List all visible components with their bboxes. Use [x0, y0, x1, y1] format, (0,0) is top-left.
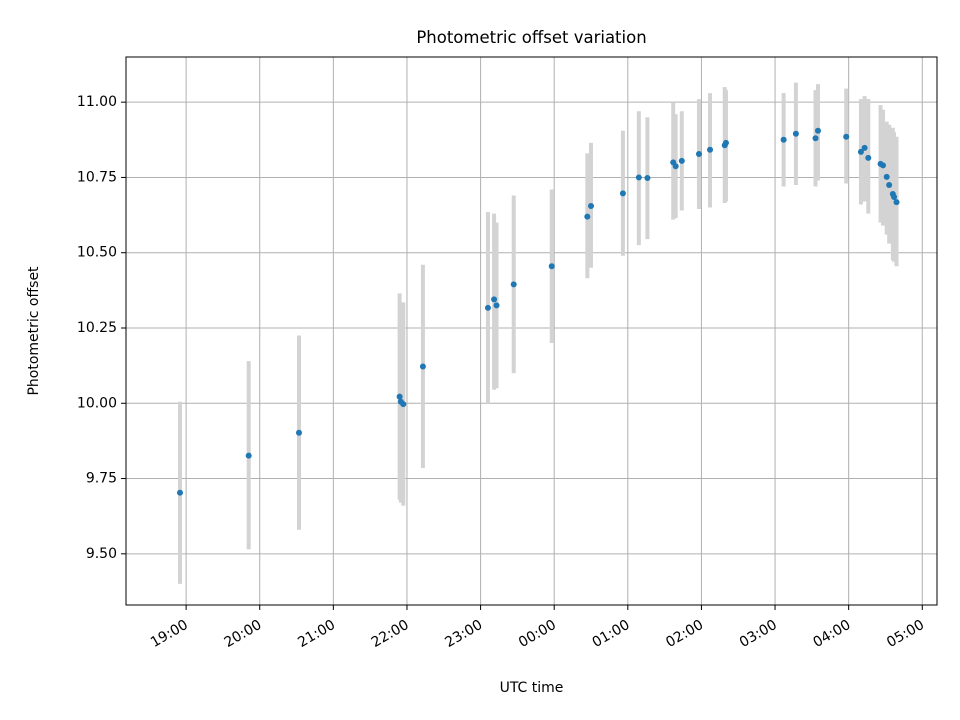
data-point [696, 151, 702, 157]
x-axis-ticks: 19:00 20:00 21:00 22:00 23:00 00:00 01:00 02:00… [148, 605, 927, 651]
data-point [813, 135, 819, 141]
data-point [400, 401, 406, 407]
x-tick-label: 03:00 [737, 617, 780, 651]
data-point [397, 394, 403, 400]
data-point [865, 155, 871, 161]
x-tick-label: 22:00 [369, 617, 412, 651]
data-point [843, 134, 849, 140]
y-tick-label: 10.75 [77, 169, 117, 185]
y-tick-label: 10.00 [77, 395, 117, 411]
data-point [679, 158, 685, 164]
x-tick-label: 00:00 [516, 617, 559, 651]
y-tick-label: 10.25 [77, 320, 117, 336]
x-tick-label: 02:00 [663, 617, 706, 651]
data-point [894, 199, 900, 205]
y-tick-label: 9.75 [86, 471, 117, 487]
data-point [886, 182, 892, 188]
x-tick-label: 01:00 [590, 617, 633, 651]
x-tick-label: 05:00 [884, 617, 927, 651]
data-point [296, 430, 302, 436]
data-points [177, 128, 900, 496]
x-tick-label: 20:00 [222, 617, 265, 651]
data-point [620, 190, 626, 196]
y-tick-label: 10.50 [77, 245, 117, 261]
x-tick-label: 21:00 [295, 617, 338, 651]
data-point [584, 214, 590, 220]
data-point [862, 145, 868, 151]
data-point [636, 174, 642, 180]
y-tick-label: 11.00 [77, 94, 117, 110]
data-point [549, 263, 555, 269]
data-point [644, 175, 650, 181]
data-point [673, 163, 679, 169]
data-point [880, 162, 886, 168]
data-point [511, 281, 517, 287]
data-point [891, 194, 897, 200]
chart-title: Photometric offset variation [416, 28, 646, 47]
y-tick-label: 9.50 [86, 546, 117, 562]
data-point [707, 147, 713, 153]
data-point [884, 174, 890, 180]
data-point [246, 453, 252, 459]
x-tick-label: 04:00 [811, 617, 854, 651]
y-axis-ticks: 9.50 9.75 10.00 10.25 10.50 10.75 11.00 [77, 94, 126, 562]
data-point [420, 364, 426, 370]
data-point [494, 302, 500, 308]
y-axis-label: Photometric offset [26, 266, 42, 396]
data-point [177, 490, 183, 496]
data-point [491, 296, 497, 302]
x-tick-label: 23:00 [442, 617, 485, 651]
x-axis-label: UTC time [500, 680, 564, 696]
data-point [781, 137, 787, 143]
data-point [723, 140, 729, 146]
error-bars [180, 83, 897, 584]
chart-canvas: 19:00 20:00 21:00 22:00 23:00 00:00 01:00 02:00… [0, 0, 960, 720]
data-point [485, 305, 491, 311]
data-point [793, 131, 799, 137]
x-tick-label: 19:00 [148, 617, 191, 651]
data-point [588, 203, 594, 209]
data-point [815, 128, 821, 134]
